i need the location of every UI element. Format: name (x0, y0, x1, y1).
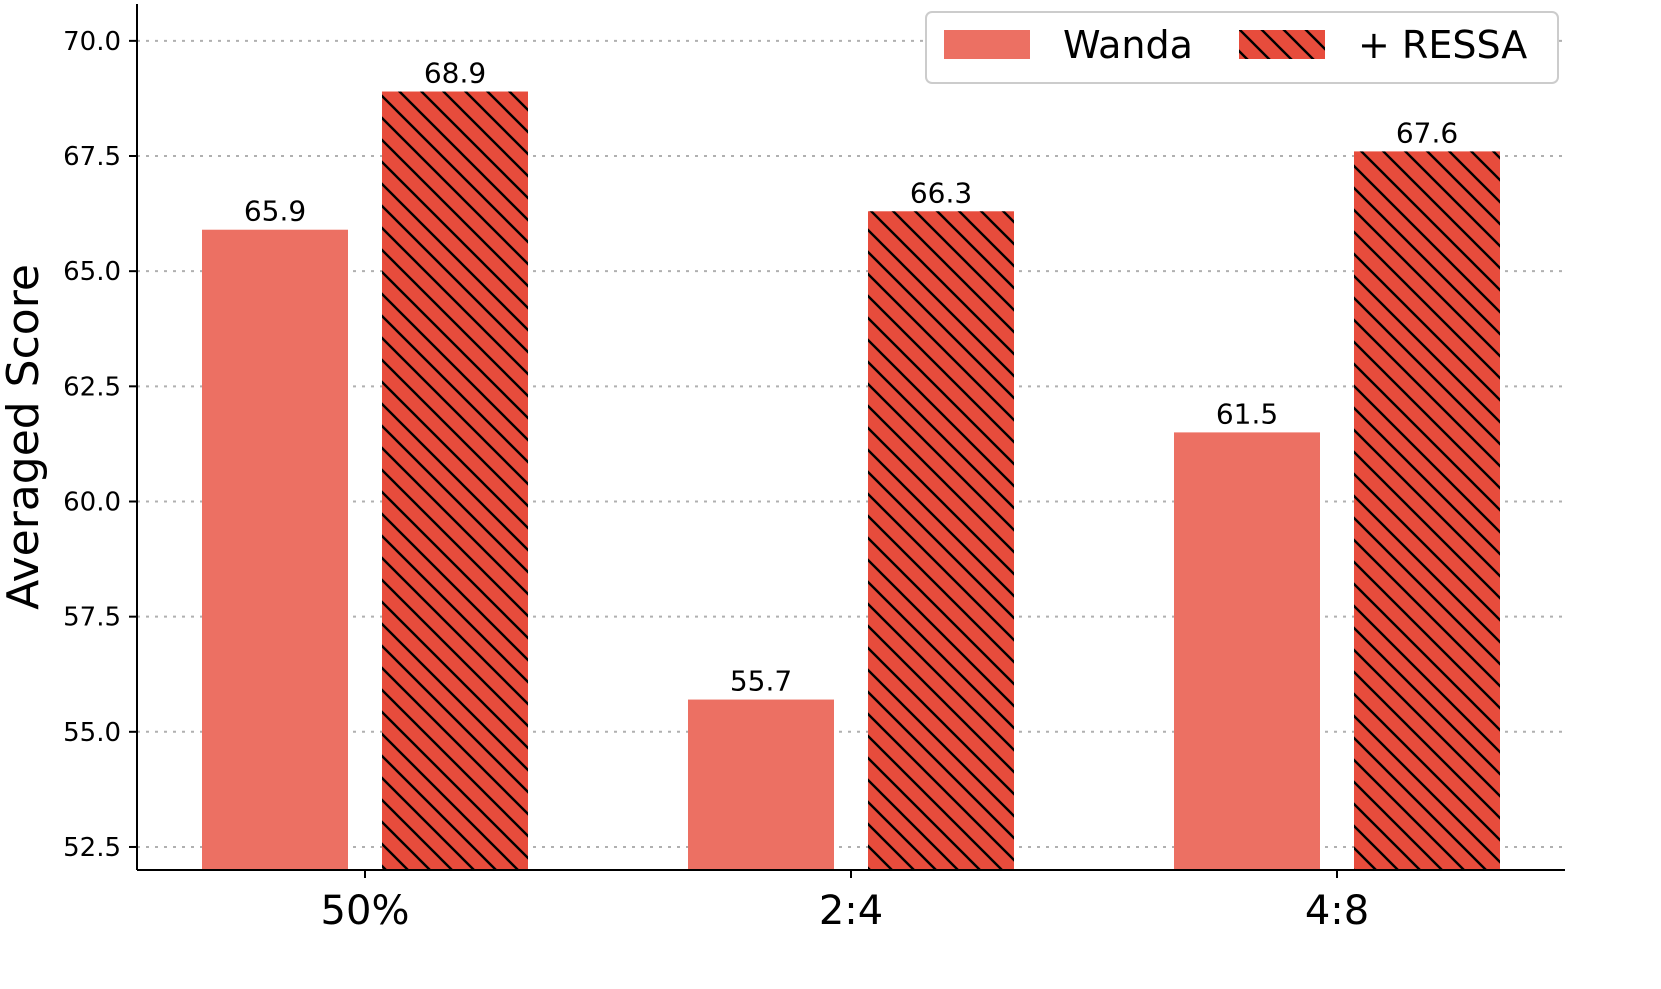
x-tick-label: 50% (321, 888, 410, 934)
bar-hatch (868, 211, 1014, 870)
bar-hatch (382, 91, 528, 870)
y-tick-label: 52.5 (63, 833, 121, 863)
x-tick-label: 2:4 (819, 888, 883, 934)
data-label: 55.7 (730, 665, 792, 698)
value-labels: 65.9 68.9 55.7 66.3 61.5 67.6 (244, 57, 1458, 698)
y-tick-label: 57.5 (63, 603, 121, 633)
data-label: 66.3 (910, 176, 972, 209)
data-label: 61.5 (1216, 397, 1278, 430)
bar (1174, 432, 1320, 870)
bars (202, 91, 1500, 871)
y-tick-label: 67.5 (63, 142, 121, 172)
data-label: 65.9 (244, 195, 306, 228)
bar-hatch (1354, 151, 1500, 871)
y-tick-label: 60.0 (63, 487, 121, 517)
bar (202, 229, 348, 870)
legend-label: + RESSA (1358, 23, 1527, 67)
x-tick-label: 4:8 (1305, 888, 1369, 934)
data-label: 68.9 (424, 57, 486, 90)
legend-swatch-hatch (1239, 30, 1325, 59)
legend: Wanda + RESSA (925, 11, 1559, 84)
data-label: 67.6 (1396, 116, 1458, 149)
y-tick-label: 70.0 (63, 27, 121, 57)
legend-label: Wanda (1063, 23, 1193, 67)
legend-swatch (944, 30, 1030, 59)
gridlines (137, 39, 1565, 848)
y-axis-title: Averaged Score (0, 264, 49, 610)
y-tick-label: 55.0 (63, 718, 121, 748)
y-tick-label: 65.0 (63, 257, 121, 287)
axes: 52.5 55.0 57.5 60.0 62.5 65.0 67.5 70.0 50% 2:4 4:… (63, 4, 1565, 934)
bar (688, 699, 834, 870)
y-tick-label: 62.5 (63, 372, 121, 402)
